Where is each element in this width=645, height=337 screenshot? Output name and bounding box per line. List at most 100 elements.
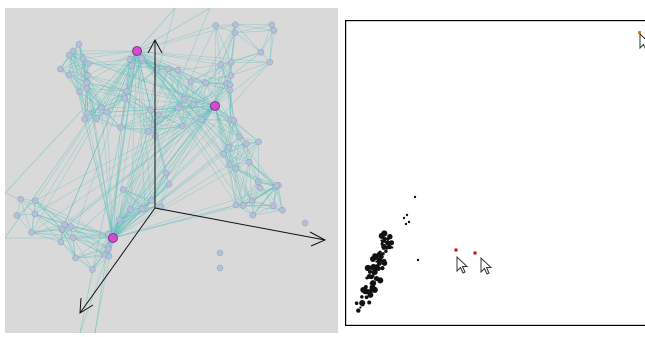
- network-node: [139, 205, 146, 213]
- network-3d-canvas[interactable]: [5, 8, 338, 333]
- network-node: [65, 51, 73, 59]
- scatter-point: [381, 243, 387, 249]
- hub-edge: [214, 64, 222, 107]
- network-edge: [239, 136, 259, 143]
- network-node: [212, 22, 219, 29]
- network-node: [17, 195, 24, 203]
- network-edge: [228, 120, 235, 148]
- network-edge: [235, 168, 276, 188]
- network-edge: [252, 205, 274, 216]
- network-edge: [68, 44, 80, 76]
- hub-edge: [87, 50, 138, 76]
- network-node: [216, 249, 224, 257]
- network-node: [230, 117, 238, 124]
- network-edge: [136, 8, 176, 52]
- network-node: [67, 223, 74, 230]
- hub-edge: [112, 61, 271, 239]
- network-edge: [31, 228, 63, 233]
- network-node: [217, 61, 225, 68]
- network-edge: [96, 98, 125, 119]
- scatter-point: [380, 239, 383, 242]
- scatter-point: [364, 295, 369, 300]
- network-edge: [215, 25, 232, 63]
- network-edge: [123, 189, 146, 209]
- network-node: [103, 108, 110, 116]
- network-node: [216, 264, 224, 272]
- hub-edge: [136, 50, 221, 65]
- network-edge: [205, 64, 222, 84]
- hub-edge: [72, 50, 216, 107]
- scatter-point: [371, 269, 378, 276]
- scatter-point: [405, 213, 409, 217]
- cursor-arrow-icon: [456, 255, 469, 274]
- network-node: [165, 180, 173, 188]
- scatter-point: [354, 301, 359, 306]
- network-edge: [92, 233, 109, 270]
- hub-edge: [34, 50, 138, 215]
- scatter-point: [404, 222, 408, 226]
- network-node: [301, 219, 309, 227]
- network-edge: [120, 127, 156, 137]
- hub-edge: [177, 69, 216, 107]
- network-edge: [235, 168, 253, 202]
- hub-edge: [136, 50, 227, 84]
- network-node: [75, 41, 83, 48]
- scatter-point: [372, 274, 375, 278]
- hub-edge: [86, 82, 114, 239]
- network-edge: [235, 136, 240, 169]
- network-edge: [68, 54, 87, 83]
- scatter-point: [413, 195, 417, 199]
- network-node: [31, 210, 39, 218]
- scatter-point: [369, 284, 376, 291]
- network-edge: [235, 168, 259, 183]
- hub-edge: [112, 60, 143, 239]
- network-node: [153, 66, 160, 73]
- network-nodes: [13, 21, 309, 273]
- hub-edge: [112, 168, 236, 239]
- hub-edge: [64, 50, 138, 225]
- network-node: [123, 88, 130, 95]
- network-node: [273, 182, 281, 189]
- network-edge: [248, 162, 259, 183]
- network-edge: [190, 62, 232, 82]
- scatter-canvas[interactable]: [345, 20, 645, 326]
- network-edge: [60, 241, 76, 259]
- hub-edge: [112, 127, 121, 239]
- network-node: [116, 216, 123, 224]
- hub-edge: [62, 228, 114, 239]
- network-node: [257, 48, 265, 56]
- network-edge: [201, 119, 224, 155]
- network-node: [225, 144, 233, 151]
- network-edge: [235, 186, 276, 206]
- network-edge: [69, 54, 89, 64]
- network-node: [83, 79, 90, 87]
- network-node: [190, 101, 197, 108]
- network-edge: [75, 248, 109, 259]
- network-node: [226, 161, 233, 169]
- hub-edge: [168, 105, 216, 185]
- network-node: [119, 186, 127, 193]
- network-edge: [235, 181, 259, 206]
- hub-edge: [69, 50, 138, 56]
- network-edge: [205, 62, 232, 84]
- network-edge: [235, 168, 278, 186]
- hub-edge: [35, 200, 114, 239]
- network-edge: [233, 120, 259, 142]
- scatter-point: [387, 244, 392, 250]
- network-3d-view[interactable]: [5, 8, 338, 333]
- network-node: [69, 234, 77, 241]
- network-node: [85, 60, 92, 67]
- network-node: [231, 29, 239, 37]
- network-node: [239, 202, 247, 209]
- network-edge: [35, 200, 65, 225]
- hub-edge: [136, 25, 216, 52]
- cursor-arrow-icon: [480, 256, 493, 275]
- scatter-point: [416, 258, 420, 262]
- network-edge: [248, 141, 259, 163]
- network-edge: [31, 232, 61, 243]
- hub-edge: [112, 164, 230, 239]
- hub-edge: [136, 50, 253, 202]
- network-edge: [177, 64, 221, 71]
- scatter-point: [378, 250, 382, 255]
- scatter-2d-view[interactable]: [345, 20, 645, 326]
